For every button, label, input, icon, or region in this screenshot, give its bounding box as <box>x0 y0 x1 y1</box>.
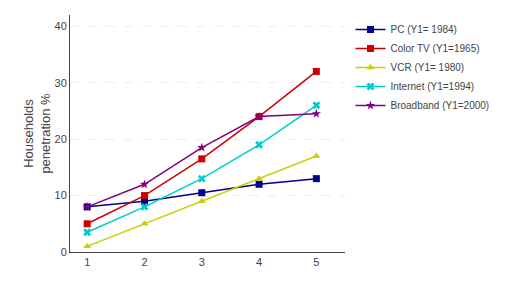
svg-text:Broadband (Y1=2000): Broadband (Y1=2000) <box>391 100 490 111</box>
svg-text:40: 40 <box>55 20 67 32</box>
svg-text:0: 0 <box>61 246 67 258</box>
svg-text:Internet (Y1=1994): Internet (Y1=1994) <box>391 81 475 92</box>
svg-text:Color TV (Y1=1965): Color TV (Y1=1965) <box>391 43 480 54</box>
svg-text:4: 4 <box>256 256 262 268</box>
svg-text:10: 10 <box>55 189 67 201</box>
svg-text:PC (Y1= 1984): PC (Y1= 1984) <box>391 24 457 35</box>
svg-text:20: 20 <box>55 133 67 145</box>
svg-text:VCR (Y1= 1980): VCR (Y1= 1980) <box>391 62 465 73</box>
svg-text:Householdspenetration %: Householdspenetration % <box>21 93 53 174</box>
svg-text:3: 3 <box>199 256 205 268</box>
svg-text:2: 2 <box>141 256 147 268</box>
svg-text:30: 30 <box>55 77 67 89</box>
svg-text:5: 5 <box>313 256 319 268</box>
svg-text:1: 1 <box>84 256 90 268</box>
